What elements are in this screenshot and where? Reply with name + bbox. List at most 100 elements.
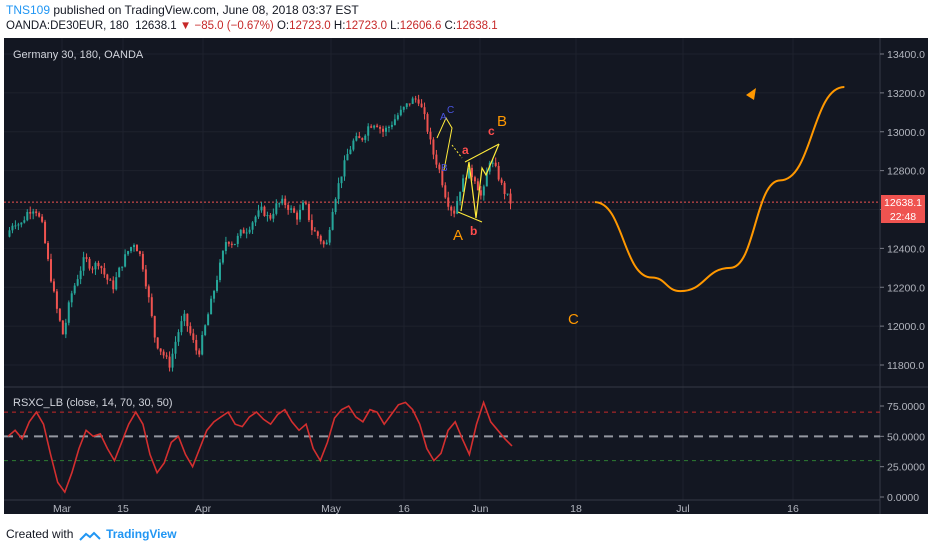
candle-body (476, 181, 479, 191)
candle-body (201, 335, 204, 355)
candle-body (192, 333, 195, 340)
author-link[interactable]: TNS109 (6, 3, 51, 17)
candle-body (32, 211, 35, 214)
wave-label-large-b: B (497, 113, 507, 130)
candle-body (444, 185, 447, 198)
candle-body (382, 128, 385, 132)
candle-body (251, 222, 254, 230)
time-tick-label: 16 (787, 503, 799, 515)
candle-body (91, 268, 94, 270)
candle-body (316, 231, 319, 236)
candle-body (67, 302, 70, 323)
candle-body (26, 212, 29, 221)
candlestick-series (8, 94, 512, 372)
candle-body (266, 215, 269, 217)
candle-body (61, 320, 64, 335)
candle-body (301, 202, 304, 210)
time-tick-label: 18 (570, 503, 582, 515)
indicator-tick-label: 75.0000 (887, 401, 925, 413)
candle-body (109, 279, 112, 281)
candle-body (402, 106, 405, 110)
candle-body (346, 154, 349, 161)
time-tick-label: Jul (676, 503, 689, 515)
candle-body (328, 229, 331, 243)
high-value: 12723.0 (345, 20, 387, 32)
candle-body (156, 337, 159, 349)
price-tick-label: 13000.0 (887, 127, 925, 139)
candle-body (210, 298, 213, 315)
candle-body (100, 266, 103, 269)
last-price-badge: 12638.1 22:48 (881, 195, 925, 223)
tradingview-brand-link[interactable]: TradingView (106, 527, 177, 541)
time-tick-label: Mar (53, 503, 72, 515)
candle-body (230, 243, 233, 245)
time-tick-label: Jun (472, 503, 489, 515)
candle-body (245, 232, 248, 234)
candle-body (58, 308, 61, 321)
candle-body (17, 224, 20, 226)
indicator-label: RSXC_LB (close, 14, 70, 30, 50) (13, 397, 173, 409)
candle-body (88, 258, 91, 269)
candle-body (429, 131, 432, 140)
candle-body (204, 325, 207, 336)
symbol-label: OANDA:DE30EUR, 180 (6, 20, 129, 32)
candle-body (379, 127, 382, 129)
published-text: published on TradingView.com, June 08, 2… (53, 3, 359, 17)
candle-body (118, 267, 121, 278)
indicator-tick-label: 50.0000 (887, 431, 925, 443)
candle-body (79, 270, 82, 280)
candle-body (124, 254, 127, 267)
candle-body (284, 198, 287, 206)
main-grid (4, 38, 880, 500)
candle-body (260, 206, 263, 211)
candle-body (393, 119, 396, 125)
candle-body (186, 313, 189, 327)
candle-body (207, 314, 210, 326)
candle-body (135, 245, 138, 252)
close-value: 12638.1 (456, 20, 498, 32)
indicator-line (7, 399, 513, 494)
candle-body (257, 210, 260, 217)
indicator-axis[interactable]: 0.0000 25.0000 50.0000 75.0000 (880, 401, 925, 504)
candle-body (373, 125, 376, 128)
candle-body (263, 206, 266, 216)
last-price: 12638.1 (135, 20, 177, 32)
open-label: O: (276, 20, 290, 32)
candle-body (275, 203, 278, 214)
candle-body (340, 176, 343, 184)
candle-body (269, 215, 272, 219)
candle-body (405, 103, 408, 107)
candle-body (462, 178, 465, 192)
down-triangle-icon: ▼ (179, 20, 192, 32)
candle-body (221, 251, 224, 263)
wave-label-large-a: A (453, 227, 463, 244)
candle-body (367, 126, 370, 136)
candle-body (319, 235, 322, 242)
candle-body (82, 257, 85, 271)
candle-body (227, 242, 230, 244)
candle-body (432, 139, 435, 155)
candle-body (479, 190, 482, 196)
candle-body (272, 213, 275, 219)
candle-body (138, 251, 141, 254)
candle-body (8, 230, 11, 237)
price-axis[interactable]: 11800.012000.012200.012400.012600.012800… (880, 49, 925, 372)
candle-body (310, 220, 313, 231)
candle-body (23, 220, 26, 223)
candle-body (364, 135, 367, 140)
candle-body (29, 212, 32, 214)
candle-body (248, 229, 251, 233)
price-tick-label: 12400.0 (887, 243, 925, 255)
price-change: −85.0 (−0.67%) (194, 20, 274, 32)
wave-label-small-b: B (441, 163, 448, 174)
candle-body (233, 243, 236, 245)
candle-body (121, 266, 124, 268)
candle-body (376, 125, 379, 128)
candle-body (491, 162, 494, 164)
time-axis[interactable]: Mar 15 Apr May 16 Jun 18 Jul 16 (53, 503, 799, 515)
candle-body (103, 268, 106, 275)
low-label: L: (390, 20, 400, 32)
candle-body (73, 285, 76, 294)
candle-body (331, 211, 334, 230)
